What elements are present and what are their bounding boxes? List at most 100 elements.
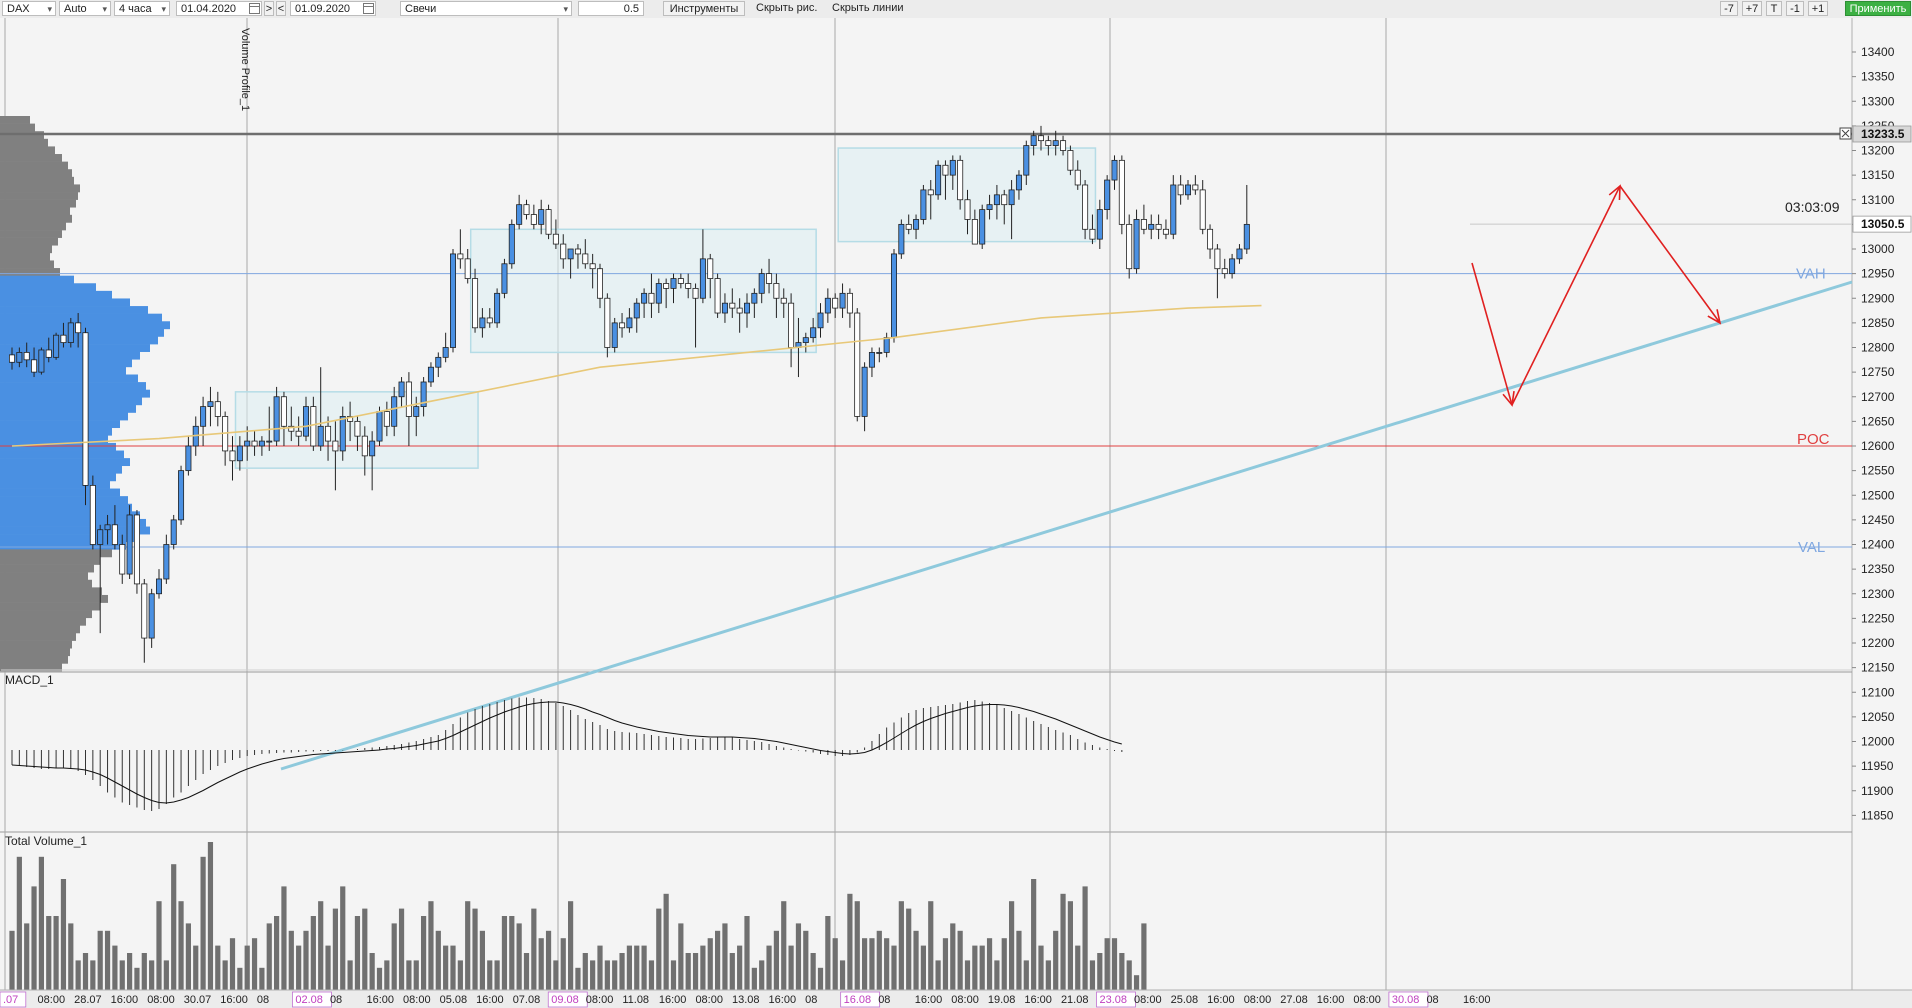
candle-body (266, 440, 273, 443)
time-label: 08:00 (951, 994, 979, 1006)
volume-bar (222, 960, 228, 990)
candle-body (442, 347, 449, 358)
time-label: 16:00 (367, 994, 395, 1006)
volume-bar (97, 930, 103, 990)
hide-drawings-button[interactable]: Скрыть рис. (756, 2, 818, 14)
tools-button[interactable]: Инструменты (663, 1, 745, 16)
time-label: 16:00 (111, 994, 139, 1006)
symbol-select[interactable]: DAX (2, 1, 56, 16)
calendar-icon[interactable] (363, 3, 374, 14)
minus7-button[interactable]: -7 (1720, 1, 1738, 16)
volume-bar (744, 916, 750, 990)
prev-button[interactable]: < (276, 1, 286, 16)
volume-profile-row (0, 442, 116, 451)
price-tick-label: 13350 (1861, 70, 1895, 84)
price-tick-label: 13150 (1861, 168, 1895, 182)
volume-bar (788, 945, 794, 990)
timeframe-select[interactable]: 4 часа (114, 1, 170, 16)
volume-profile-row (0, 176, 74, 185)
candle-body (1126, 223, 1133, 270)
volume-profile-row (0, 617, 86, 626)
minus1-button[interactable]: -1 (1786, 1, 1804, 16)
date-to-input[interactable]: 01.09.2020 (290, 1, 376, 16)
price-axis-background (1852, 18, 1912, 990)
plus1-button[interactable]: +1 (1808, 1, 1828, 16)
volume-bar (450, 945, 456, 990)
candle-body (60, 334, 67, 343)
candle-body (663, 283, 670, 289)
hide-lines-button[interactable]: Скрыть линии (832, 2, 904, 14)
volume-bar (582, 953, 588, 990)
time-label-highlight (1388, 991, 1429, 1008)
candle-body (619, 322, 626, 329)
volume-bar (678, 923, 684, 990)
candle-body (1082, 184, 1089, 230)
candle-body (993, 194, 1000, 206)
volume-profile-row (0, 518, 146, 527)
candle-body (280, 396, 287, 427)
candle-body (1185, 184, 1192, 196)
volume-bar (935, 960, 941, 990)
volume-profile-row (0, 374, 138, 383)
volume-profile-row (0, 207, 70, 216)
volume-bar (303, 930, 309, 990)
candle-body (1229, 258, 1236, 275)
volume-bar (648, 960, 655, 990)
candle-body (148, 593, 155, 639)
volume-bar (847, 893, 853, 990)
t-button[interactable]: T (1766, 1, 1782, 16)
volume-bar (1060, 893, 1066, 990)
volume-bar (839, 960, 846, 990)
volume-bar (568, 901, 574, 990)
volume-profile-row (0, 184, 80, 193)
candle-body (979, 209, 986, 245)
volume-profile-row (0, 298, 130, 307)
time-label: 08 (257, 994, 269, 1006)
volume-bar (1067, 901, 1073, 990)
candle-body (604, 297, 611, 348)
next-button[interactable]: > (264, 1, 274, 16)
time-label: 08:00 (147, 994, 175, 1006)
candle-body (163, 544, 170, 580)
volume-profile-row (0, 389, 150, 398)
volume-profile-row (0, 283, 96, 292)
chart-type-select[interactable]: Свечи (400, 1, 572, 16)
candle-body (523, 204, 530, 215)
candle-body (1052, 140, 1059, 146)
candle-body (244, 440, 251, 447)
volume-bar (288, 930, 294, 990)
volume-bar (979, 945, 985, 990)
plus7-button[interactable]: +7 (1742, 1, 1762, 16)
volume-profile-row (0, 640, 72, 649)
scale-mode-select[interactable]: Auto (59, 1, 111, 16)
volume-bar (619, 953, 625, 990)
price-tick-label: 12200 (1861, 636, 1895, 650)
apply-button[interactable]: Применить (1845, 1, 1911, 16)
volume-bar (193, 945, 199, 990)
volume-bar (692, 953, 699, 990)
time-axis-background (0, 990, 1912, 1008)
calendar-icon[interactable] (249, 3, 260, 14)
time-label: 08:00 (403, 994, 431, 1006)
candle-body (824, 297, 831, 314)
volume-bar (986, 938, 993, 990)
volume-bar (634, 945, 640, 990)
volume-profile-row (0, 366, 126, 375)
step-input[interactable]: 0.5 (578, 1, 644, 16)
date-from-input[interactable]: 01.04.2020 (176, 1, 262, 16)
volume-profile-row (0, 549, 112, 558)
volume-profile-row (0, 344, 150, 352)
candle-body (501, 263, 508, 294)
candle-body (699, 258, 706, 299)
price-tick-label: 13400 (1861, 45, 1895, 59)
volume-bar (296, 945, 302, 990)
candle-body (1162, 228, 1169, 235)
candle-body (1192, 184, 1199, 191)
volume-bar (516, 923, 522, 990)
volume-bar (340, 886, 346, 990)
candle-body (876, 352, 883, 354)
time-label: 08:00 (1353, 994, 1381, 1006)
volume-profile-row (0, 321, 170, 330)
volume-profile-title: Volume Profile_1 (239, 28, 251, 111)
